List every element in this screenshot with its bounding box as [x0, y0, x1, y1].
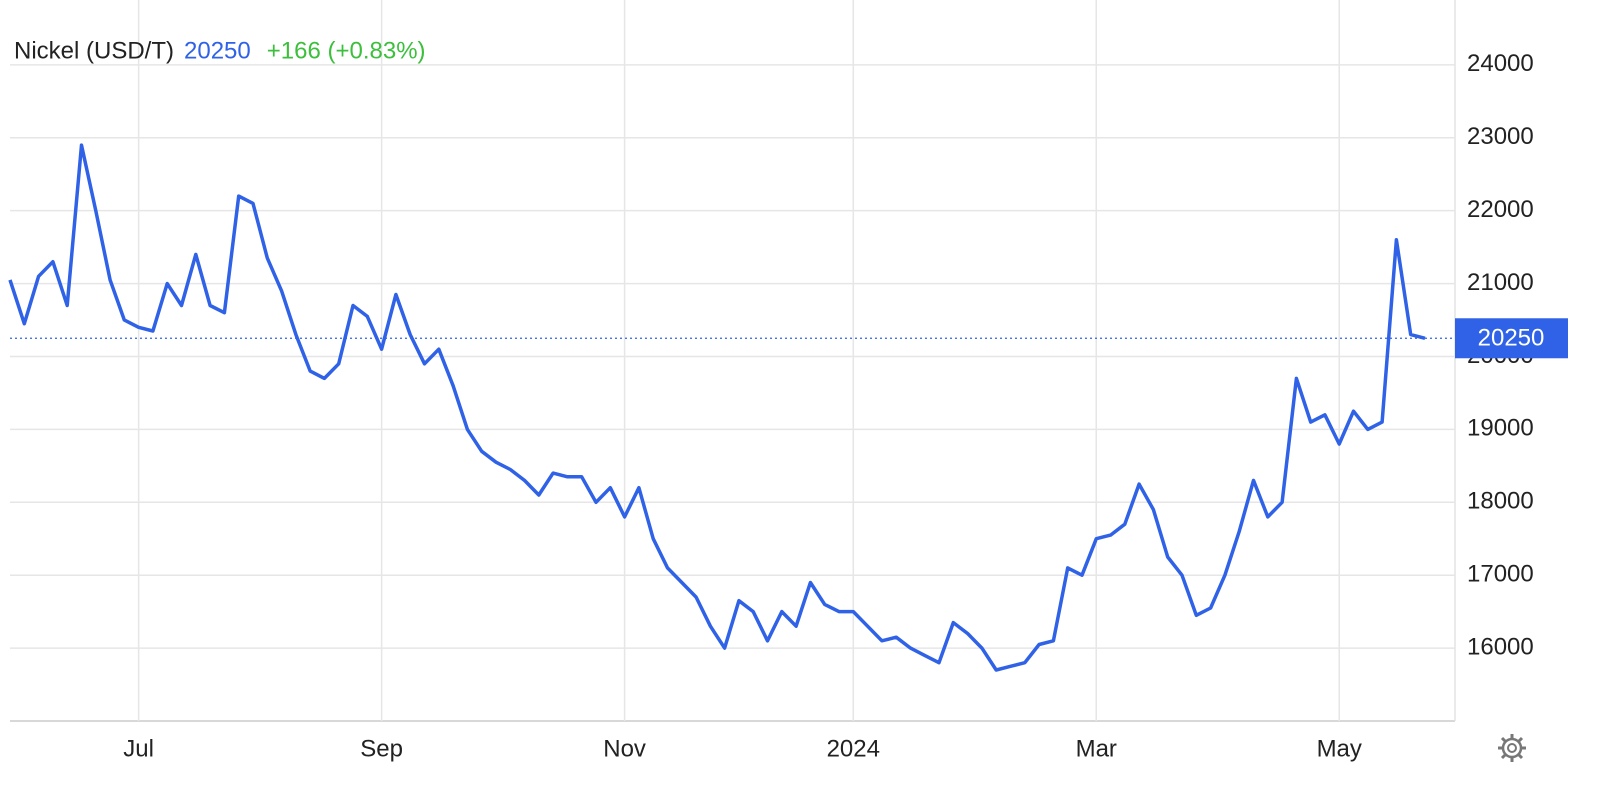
price-line: [8, 143, 1426, 672]
last-price-tag-label: 20250: [1478, 325, 1545, 352]
price-change: +166 (+0.83%): [267, 37, 426, 64]
settings-icon[interactable]: [1498, 734, 1526, 762]
y-tick-label: 17000: [1467, 561, 1534, 588]
x-tick-label: Mar: [1076, 735, 1117, 762]
last-price-tag: [1455, 318, 1568, 359]
gear-hub: [1507, 743, 1517, 753]
gear-ring: [1501, 737, 1523, 759]
x-tick-label: Jul: [123, 735, 154, 762]
y-tick-label: 24000: [1467, 50, 1534, 77]
x-tick-label: May: [1317, 735, 1362, 762]
grid: [10, 0, 1456, 722]
gear-teeth: [1498, 734, 1526, 762]
chart-title: Nickel (USD/T): [14, 37, 174, 64]
y-tick-label: 23000: [1467, 123, 1534, 150]
y-tick-label: 22000: [1467, 196, 1534, 223]
x-tick-label: 2024: [827, 735, 880, 762]
y-tick-label: 21000: [1467, 269, 1534, 296]
y-tick-label: 16000: [1467, 633, 1534, 660]
last-price: 20250: [184, 37, 251, 64]
y-tick-label: 19000: [1467, 415, 1534, 442]
x-tick-label: Sep: [360, 735, 403, 762]
y-tick-label: 18000: [1467, 488, 1534, 515]
x-tick-label: Nov: [603, 735, 646, 762]
